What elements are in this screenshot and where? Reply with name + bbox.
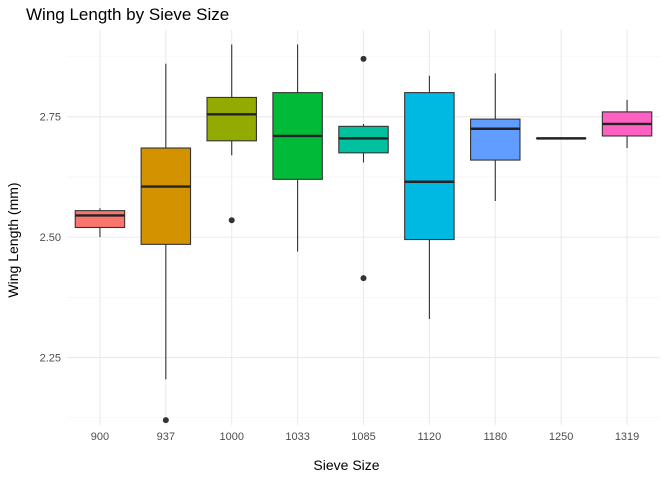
x-axis-title: Sieve Size <box>313 457 379 473</box>
box-body <box>404 92 455 241</box>
x-tick-label: 937 <box>157 431 175 443</box>
box-body <box>74 210 126 229</box>
boxes <box>74 44 653 424</box>
x-tick-label: 1319 <box>615 431 639 443</box>
chart-title: Wing Length by Sieve Size <box>26 5 229 24</box>
x-tick-label: 1033 <box>285 431 309 443</box>
box-body <box>470 118 521 161</box>
x-axis-ticks: 900 937 1000 1033 1085 1120 1180 1250 1319 <box>91 431 640 443</box>
box-1085 <box>338 55 389 282</box>
box-body <box>338 125 389 154</box>
x-tick-label: 1085 <box>351 431 375 443</box>
x-tick-label: 1250 <box>549 431 573 443</box>
box-900 <box>74 208 126 238</box>
box-1120 <box>404 75 455 320</box>
box-body <box>206 96 257 142</box>
x-tick-label: 1120 <box>418 431 442 443</box>
y-axis-title: Wing Length (mm) <box>5 182 21 297</box>
outlier-point <box>162 417 169 424</box>
y-tick-label: 2.75 <box>40 112 61 124</box>
box-1319 <box>601 99 653 149</box>
x-tick-label: 1180 <box>483 431 507 443</box>
x-tick-label: 1000 <box>219 431 243 443</box>
y-tick-label: 2.50 <box>40 232 61 244</box>
x-tick-label: 900 <box>91 431 109 443</box>
box-1000 <box>206 44 257 224</box>
y-axis-ticks: 2.25 2.50 2.75 <box>40 112 61 365</box>
box-937 <box>140 63 192 424</box>
box-1033 <box>272 44 323 252</box>
box-1180 <box>470 73 521 202</box>
outlier-point <box>228 217 235 224</box>
outlier-point <box>360 275 367 282</box>
box-body <box>140 147 192 245</box>
outlier-point <box>360 55 367 62</box>
y-tick-label: 2.25 <box>40 353 61 365</box>
